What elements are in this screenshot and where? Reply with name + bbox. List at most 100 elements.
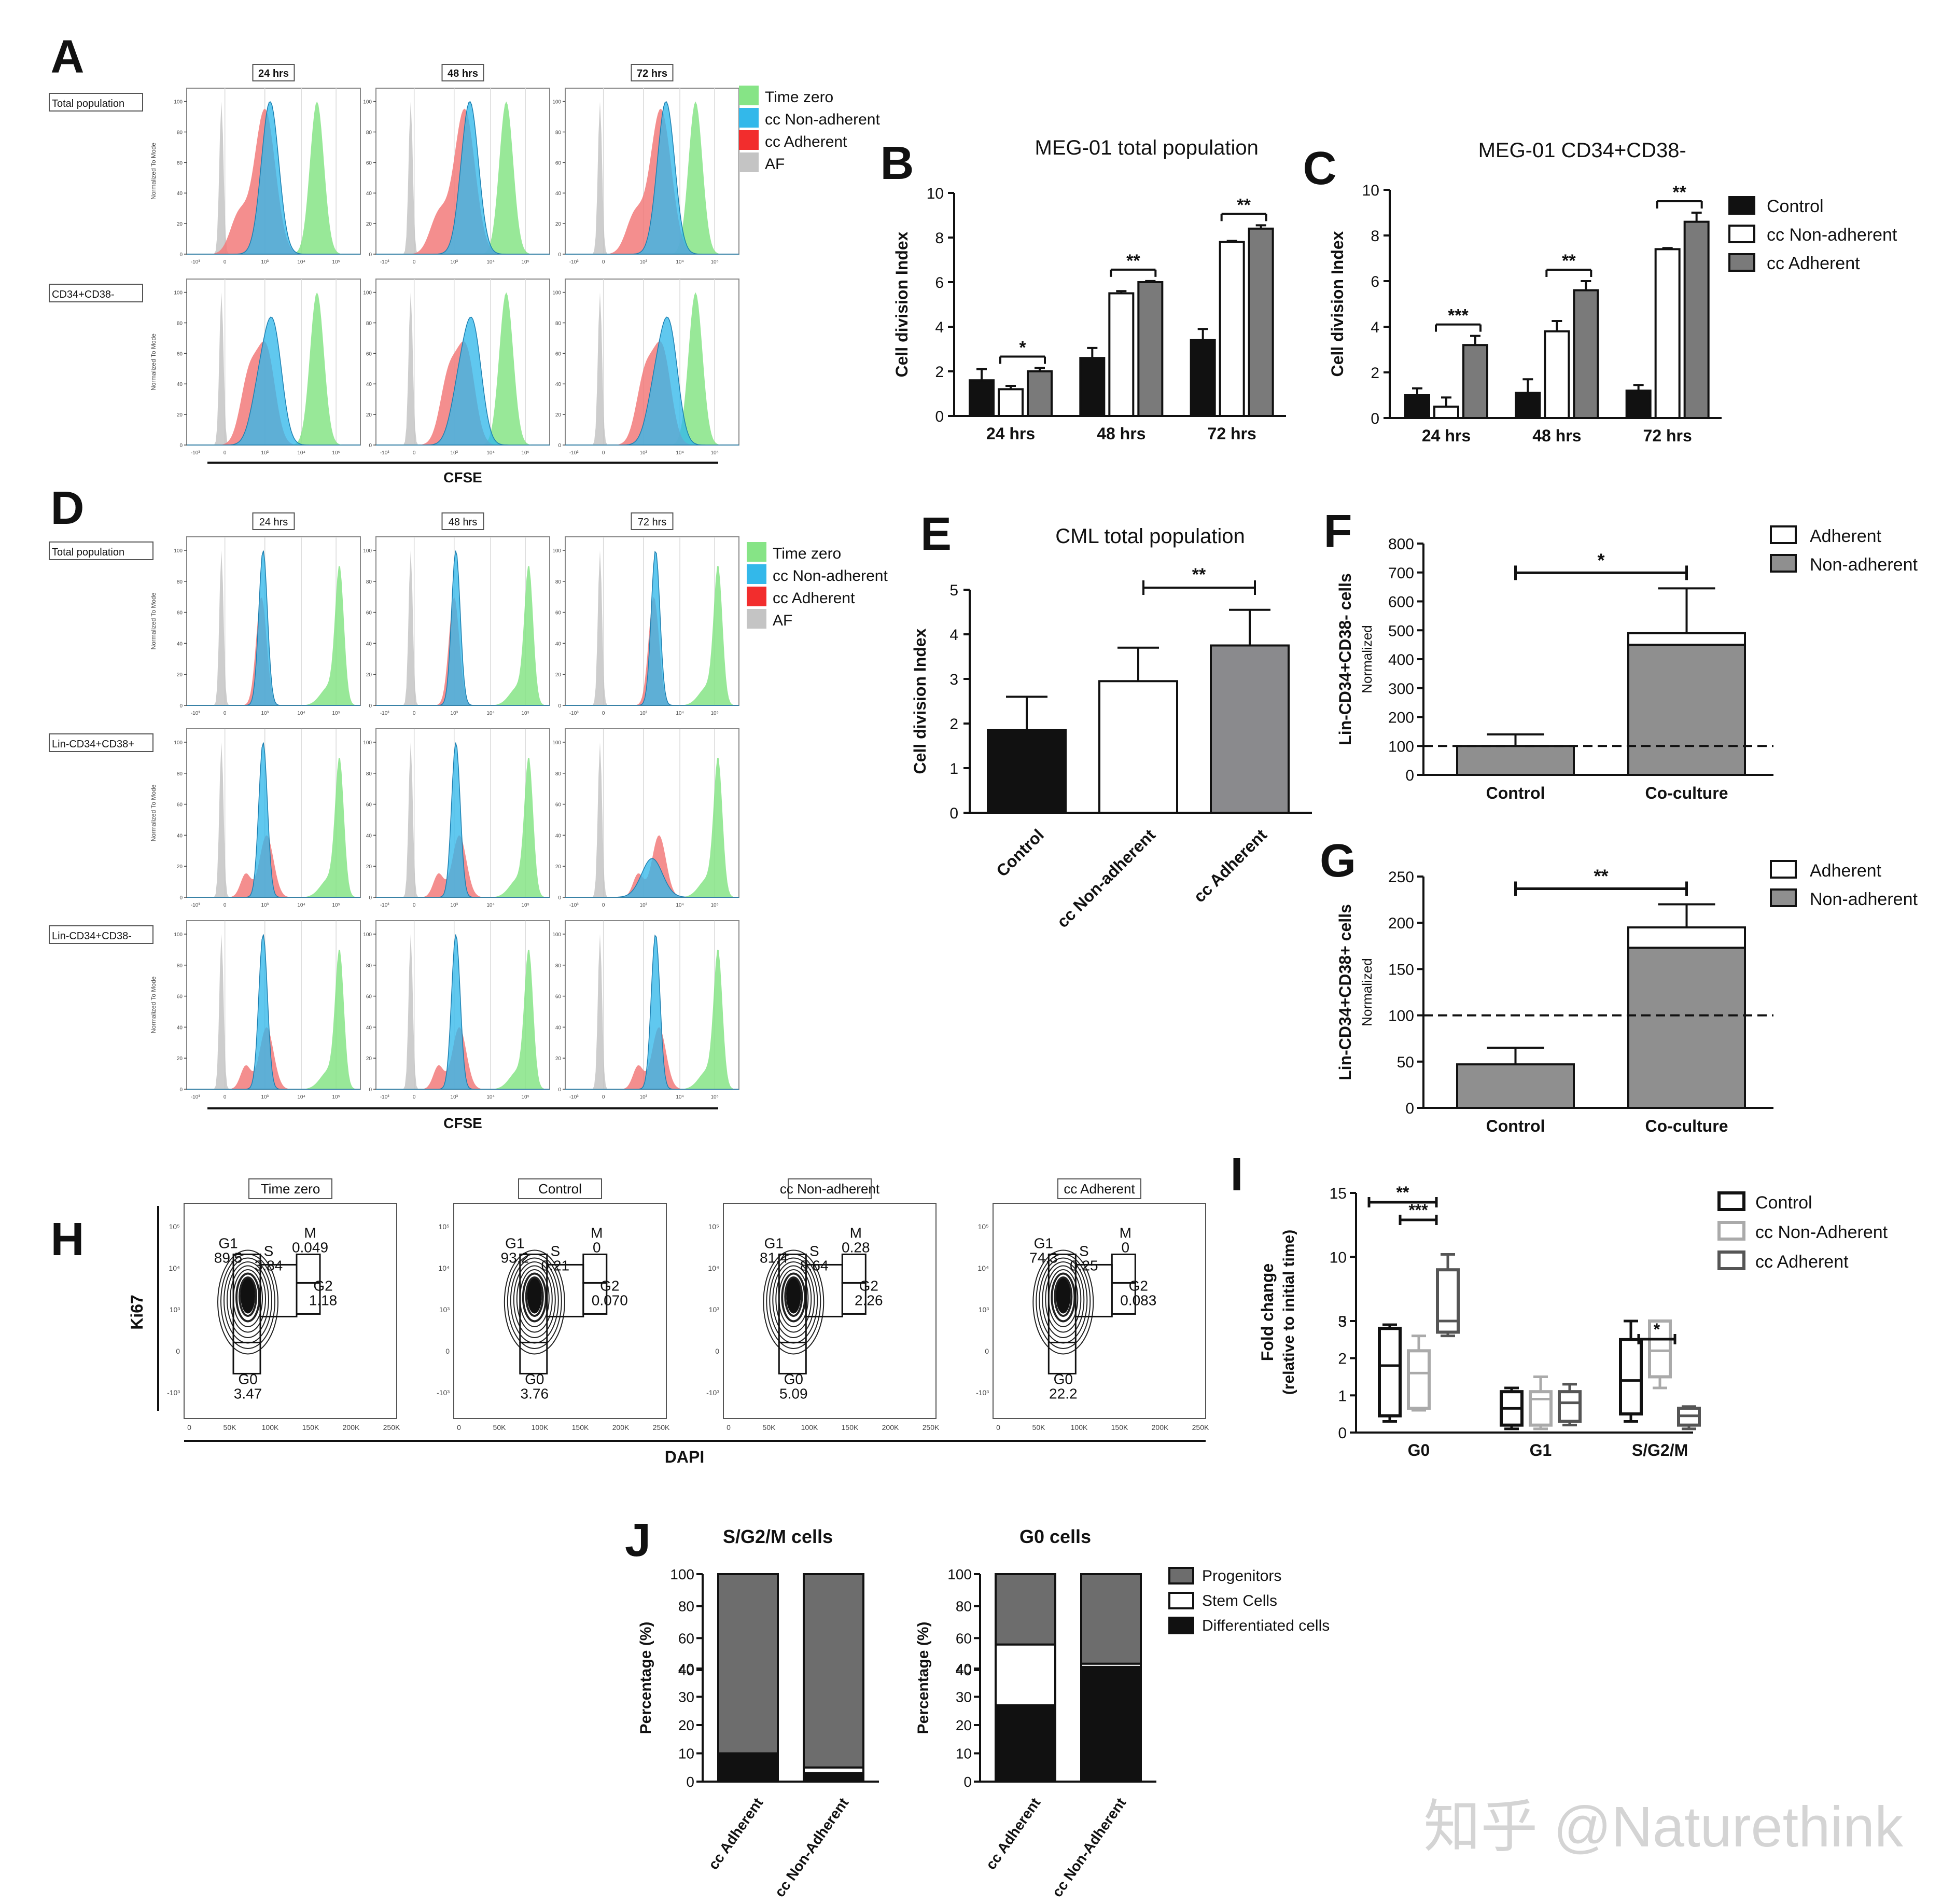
legend-swatch-cc-non-adherent [1717,1221,1745,1241]
legend-label-control: Control [1755,1193,1812,1213]
flow-plot-title-box-cc-non-adherent [788,1178,872,1199]
histogram-y-tick: 100 [174,740,183,746]
bar-cc-non-adherent-48-hrs [1544,330,1570,419]
histogram-x-tick: -10³ [569,450,579,456]
gate-value-m: 0 [593,1239,601,1255]
histogram-y-tick: 40 [555,641,562,647]
histogram-y-tick: 0 [558,252,561,258]
histogram-x-tick: 10⁵ [332,450,340,456]
bar-cc-non-adherent-72-hrs [1654,248,1681,419]
gate-g0 [778,1341,807,1374]
x-tick-label-24-hrs: 24 hrs [1422,426,1471,445]
flow-x-tick: 250K [1192,1423,1209,1432]
y-tick-label: 60 [956,1630,972,1646]
histogram-y-tick: 20 [366,672,372,678]
histogram-x-tick: 10⁵ [332,711,340,716]
histogram-cc-non-adherent-r0-c2 [565,101,739,255]
histogram-y-tick: 100 [174,100,183,105]
histogram-x-tick: 10⁵ [710,450,718,456]
histogram-time-zero-r1-c0 [187,292,360,445]
histogram-y-tick: 80 [177,579,183,585]
contour-ring [227,1261,269,1338]
histogram-x-tick: -10³ [191,711,200,716]
histogram-af-r2-c2 [565,934,739,1089]
histogram-y-tick: 60 [366,160,372,166]
x-tick-label-cc-non-adherent: cc Non-Adherent [1049,1795,1129,1900]
x-tick-label-48-hrs: 48 hrs [1097,424,1145,443]
histogram-x-tick: 10⁴ [486,259,494,265]
contour-ring [763,1249,825,1355]
histogram-x-tick: 10⁵ [332,902,340,908]
y-tick-label: 4 [1371,319,1379,336]
legend-swatch-control [1717,1191,1745,1211]
y-axis-label-row-0: Normalized To Mode [150,143,157,200]
row-label-lin-cd34-cd38: Lin-CD34+CD38- [52,930,132,942]
bar-segment-differentiated-cells-cc-adherent [995,1704,1056,1783]
histogram-x-tick: 10³ [640,711,648,716]
bar-segment-progenitors-cc-non-adherent [803,1573,864,1769]
histogram-x-tick: 0 [223,259,227,265]
chart-title-meg-01-cd34-cd38: MEG-01 CD34+CD38- [1478,139,1686,162]
y-tick-label: 10 [678,1746,694,1762]
flow-x-tick: 0 [187,1423,191,1432]
histogram-x-tick: 0 [413,902,416,908]
gate-label-g2: G2 [859,1277,878,1294]
contour-core [241,1278,255,1314]
legend-label-cc-adherent: cc Adherent [1755,1252,1849,1272]
flow-y-tick: -10³ [437,1388,450,1397]
panel-letter-a: A [51,31,85,83]
histogram-af-r1-c1 [376,742,550,897]
legend-swatch-af [747,609,766,629]
gate-label-g2: G2 [313,1277,332,1294]
flow-x-tick: 100K [801,1423,818,1432]
histogram-x-tick: 10⁵ [521,1094,529,1100]
panel-c-bar-chart: MEG-01 CD34+CD38- 0 2 4 6 8 10 Cell division In… [1328,139,1897,445]
x-tick-label-cc-adherent: cc Adherent [1190,825,1271,906]
histogram-x-tick: 10³ [261,450,269,456]
histogram-time-zero-r0-c1 [376,101,550,254]
legend-label-non-adherent: Non-adherent [1810,890,1918,909]
gate-value-g0: 3.47 [234,1385,262,1401]
flow-plot-title-time-zero: Time zero [261,1181,320,1197]
histogram-af-r2-c0 [187,934,360,1089]
histogram-x-tick: -10³ [569,259,579,265]
flow-y-tick: 10⁵ [169,1222,180,1231]
significance-mark-g0-control: ** [1396,1183,1409,1202]
gate-value-g2: 1.18 [309,1292,338,1308]
box-cc-adherent-g0 [1436,1268,1460,1334]
y-tick-label: 4 [949,627,958,644]
contour-ring [775,1265,812,1333]
y-axis-sublabel: (relative to initial time) [1280,1230,1297,1395]
y-tick-label: 100 [670,1566,694,1582]
histogram-x-tick: -10³ [380,259,389,265]
histogram-x-tick: 10⁴ [486,450,494,456]
column-label-box-48-hrs [441,512,484,530]
histogram-x-tick: 10³ [451,450,458,456]
flow-plot-title-control: Control [538,1181,582,1197]
histogram-x-tick: 10³ [451,902,458,908]
histogram-y-tick: 0 [558,443,561,449]
bar-non-adherent-co-culture [1627,947,1746,1109]
flow-y-tick: -10³ [167,1388,180,1397]
histogram-y-tick: 100 [363,932,372,938]
histogram-y-tick: 40 [366,382,372,387]
histogram-x-tick: 10⁵ [521,259,529,265]
histogram-af-r0-c1 [376,550,550,705]
flow-x-tick: 150K [842,1423,859,1432]
flow-y-tick: 0 [176,1347,180,1355]
flow-x-tick: 0 [996,1423,1000,1432]
flow-y-tick: 10⁴ [977,1264,989,1272]
histogram-y-tick: 0 [179,703,183,709]
histogram-y-tick: 100 [552,100,561,105]
box-cc-adherent-g1 [1558,1390,1582,1423]
panel-letter-b: B [881,137,914,189]
histogram-x-tick: 10⁴ [676,902,683,908]
panel-j-stacked-bars: S/G2/M cells010203040406080100Percentage… [637,1526,1330,1900]
gate-label-g0: G0 [238,1371,257,1387]
bar-cc-non-adherent-24-hrs [1433,406,1459,419]
histogram-y-tick: 80 [366,579,372,585]
flow-x-tick: 100K [532,1423,549,1432]
y-tick-label: 300 [1388,680,1414,698]
legend-label-progenitors: Progenitors [1202,1567,1281,1585]
histogram-x-tick: 0 [413,1094,416,1100]
